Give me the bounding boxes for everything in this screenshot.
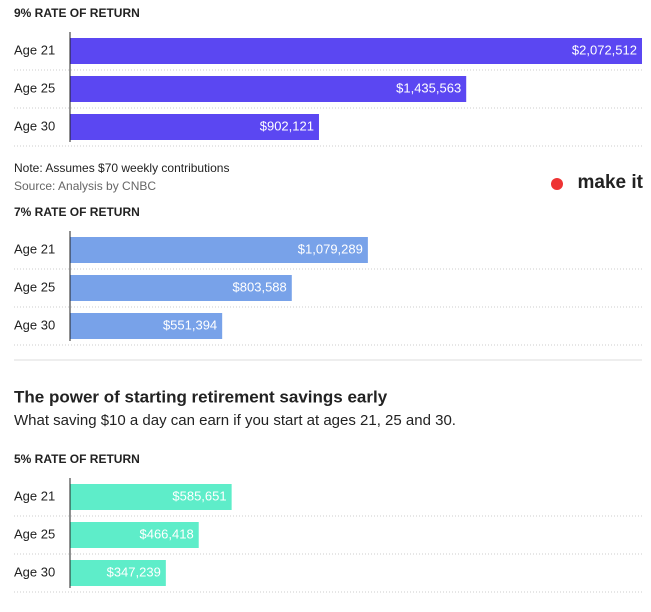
value-label: $466,418 [139,526,193,541]
category-label: Age 21 [14,488,55,503]
category-label: Age 25 [14,80,55,95]
logo: make it [551,172,644,193]
bar [70,560,166,586]
chart-title: 9% RATE OF RETURN [14,6,140,20]
value-label: $803,588 [233,279,287,294]
value-label: $1,435,563 [396,80,461,95]
bar [70,484,232,510]
value-label: $585,651 [172,488,226,503]
logo-text: make it [578,172,644,193]
category-label: Age 30 [14,317,55,332]
category-label: Age 30 [14,564,55,579]
note: Note: Assumes $70 weekly contributions [14,161,229,175]
category-label: Age 30 [14,118,55,133]
bar [70,38,642,64]
bar [70,237,368,263]
bar [70,275,292,301]
category-label: Age 21 [14,42,55,57]
bar [70,114,319,140]
title: The power of starting retirement savings… [14,387,388,406]
value-label: $2,072,512 [572,42,637,57]
bar [70,522,199,548]
chart-title: 7% RATE OF RETURN [14,205,140,219]
value-label: $1,079,289 [298,241,363,256]
category-label: Age 25 [14,279,55,294]
category-label: Age 25 [14,526,55,541]
chart-title: 5% RATE OF RETURN [14,452,140,466]
bar [70,313,223,339]
bar [70,76,467,102]
logo-icon [551,178,563,190]
value-label: $347,239 [107,564,161,579]
source: Source: Analysis by CNBC [14,179,156,193]
value-label: $902,121 [260,118,314,133]
category-label: Age 21 [14,241,55,256]
subtitle: What saving $10 a day can earn if you st… [14,412,456,429]
value-label: $551,394 [163,317,217,332]
